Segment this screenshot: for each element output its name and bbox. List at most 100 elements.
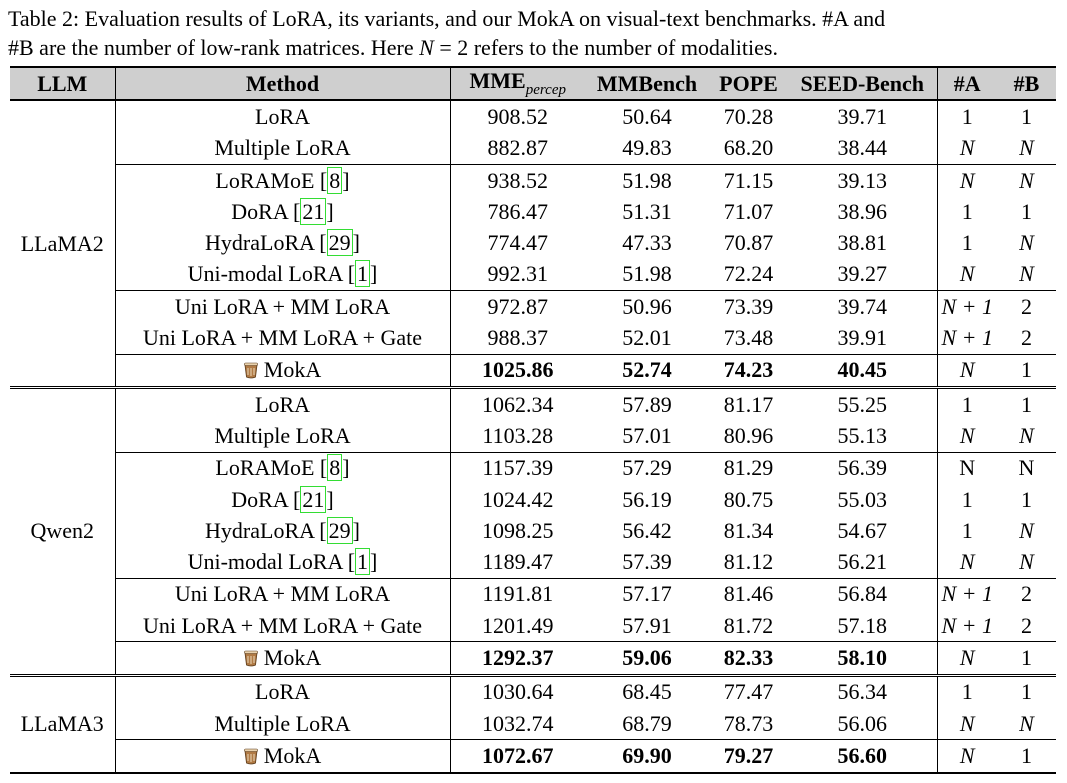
citation-link[interactable]: 21 <box>300 485 327 513</box>
coffee-cup-icon <box>243 359 258 379</box>
mmbench-cell: 69.90 <box>585 739 709 774</box>
table-row: LoRAMoE [8] 938.52 51.98 71.15 39.13 N N <box>10 163 1056 197</box>
mmbench-cell: 51.98 <box>622 261 672 287</box>
mmbench-cell: 49.83 <box>622 135 672 161</box>
method-name: HydraLoRA <box>205 517 320 543</box>
table-row: Uni-modal LoRA [1] 992.31 51.98 72.24 39… <box>10 258 1056 291</box>
mme-cell: 1098.25 <box>482 517 554 543</box>
b-cell: 1 <box>997 673 1056 708</box>
mmbench-cell: 57.39 <box>622 549 672 575</box>
b-cell: 1 <box>997 641 1056 676</box>
method-cell: DoRA [21] <box>115 196 451 228</box>
b-cell: N <box>997 451 1056 484</box>
caption-line-1: Table 2: Evaluation results of LoRA, its… <box>8 6 886 31</box>
table-row: LLaMA2 LoRA 908.52 50.64 70.28 39.71 1 1 <box>10 100 1056 388</box>
caption-line-2: #B are the number of low-rank matrices. … <box>8 33 1060 62</box>
a-cell: N <box>959 261 975 287</box>
pope-cell: 72.24 <box>723 261 774 287</box>
citation-link[interactable]: 29 <box>326 516 353 544</box>
mme-cell: 786.47 <box>487 198 549 224</box>
method-cell: LoRA <box>115 385 451 421</box>
method-name: MokA <box>263 644 322 670</box>
method-cell: MokA <box>115 739 451 774</box>
mme-cell: 1103.28 <box>482 422 554 448</box>
method-cell: HydraLoRA [29] <box>115 227 451 259</box>
method-cell: Uni LoRA + MM LoRA <box>115 290 451 323</box>
coffee-cup-icon <box>243 745 258 765</box>
a-cell: N <box>959 135 975 161</box>
a-cell: 1 <box>961 198 973 224</box>
b-cell: 2 <box>997 577 1056 611</box>
method-cell: MokA <box>115 353 451 388</box>
mmbench-cell: 68.79 <box>622 710 672 736</box>
seed-cell: 38.96 <box>788 196 938 228</box>
citation-link[interactable]: 1 <box>355 548 371 576</box>
a-cell: 1 <box>937 673 997 708</box>
a-cell: N + 1 <box>941 325 994 351</box>
b-cell: 1 <box>1021 198 1032 224</box>
mmbench-cell: 68.45 <box>585 673 709 708</box>
pope-cell: 81.29 <box>709 451 788 484</box>
mme-cell: 1062.34 <box>450 385 585 421</box>
a-cell: N + 1 <box>941 612 994 638</box>
seed-cell: 58.10 <box>788 641 938 676</box>
header-a: #A <box>937 65 997 102</box>
b-cell: 1 <box>997 739 1056 774</box>
mme-cell: 1032.74 <box>482 710 554 736</box>
pope-cell: 78.73 <box>723 710 774 736</box>
a-cell: N <box>937 641 997 676</box>
table-row: Uni LoRA + MM LoRA 972.87 50.96 73.39 39… <box>10 290 1056 323</box>
a-cell: N <box>937 739 997 774</box>
table-row: DoRA [21] 786.47 51.31 71.07 38.96 1 1 <box>10 196 1056 228</box>
a-cell: N + 1 <box>937 577 997 611</box>
seed-cell: 55.03 <box>788 483 938 516</box>
pope-cell: 77.47 <box>709 673 788 708</box>
llm-label: LLaMA3 <box>10 673 116 774</box>
method-cell: Uni LoRA + MM LoRA <box>115 577 451 611</box>
citation-link[interactable]: 21 <box>300 197 327 225</box>
pope-cell: 70.87 <box>723 230 774 256</box>
mmbench-cell: 56.19 <box>622 486 672 512</box>
mme-cell: 988.37 <box>487 325 549 351</box>
mmbench-cell: 50.96 <box>585 290 709 323</box>
seed-cell: 55.13 <box>788 420 938 453</box>
pope-cell: 73.39 <box>709 290 788 323</box>
a-cell: 1 <box>961 486 973 512</box>
mme-cell: 908.52 <box>487 103 549 129</box>
mmbench-cell: 51.31 <box>622 198 672 224</box>
llm-label: Qwen2 <box>10 385 116 676</box>
b-cell: N <box>1019 549 1034 575</box>
seed-cell: 57.18 <box>788 610 938 642</box>
table-caption: Table 2: Evaluation results of LoRA, its… <box>8 4 1060 62</box>
mmbench-cell: 52.01 <box>622 325 672 351</box>
seed-cell: 39.71 <box>788 100 938 133</box>
table-row: Multiple LoRA 882.87 49.83 68.20 38.44 N… <box>10 132 1056 165</box>
pope-cell: 71.15 <box>709 163 788 197</box>
header-pope: POPE <box>709 65 788 102</box>
b-cell: N <box>1019 517 1034 543</box>
method-cell: Uni-modal LoRA [1] <box>115 258 451 291</box>
citation-link[interactable]: 8 <box>327 454 343 482</box>
method-name: MokA <box>263 357 322 383</box>
citation-link[interactable]: 29 <box>326 229 353 257</box>
caption-math-eq: = 2 <box>433 35 469 60</box>
method-name: Uni-modal LoRA <box>187 549 348 575</box>
method-name: LoRAMoE <box>215 167 320 193</box>
mme-cell: 1201.49 <box>482 612 554 638</box>
citation-link[interactable]: 8 <box>327 166 343 194</box>
mme-cell: 774.47 <box>487 230 549 256</box>
pope-cell: 79.27 <box>709 739 788 774</box>
b-cell: N <box>997 163 1056 197</box>
seed-cell: 55.25 <box>788 385 938 421</box>
mme-cell: 972.87 <box>450 290 585 323</box>
caption-text-end: refers to the number of modalities. <box>468 35 778 60</box>
mme-cell: 992.31 <box>487 261 549 287</box>
mmbench-cell: 57.29 <box>585 451 709 484</box>
b-cell: N <box>1019 135 1034 161</box>
a-cell: N <box>937 451 997 484</box>
results-table: LLM Method MMEpercep MMBench POPE SEED-B… <box>10 65 1056 774</box>
citation-link[interactable]: 1 <box>355 260 371 288</box>
mme-cell: 882.87 <box>487 135 549 161</box>
table-row: HydraLoRA [29] 1098.25 56.42 81.34 54.67… <box>10 515 1056 547</box>
mmbench-cell: 59.06 <box>585 641 709 676</box>
